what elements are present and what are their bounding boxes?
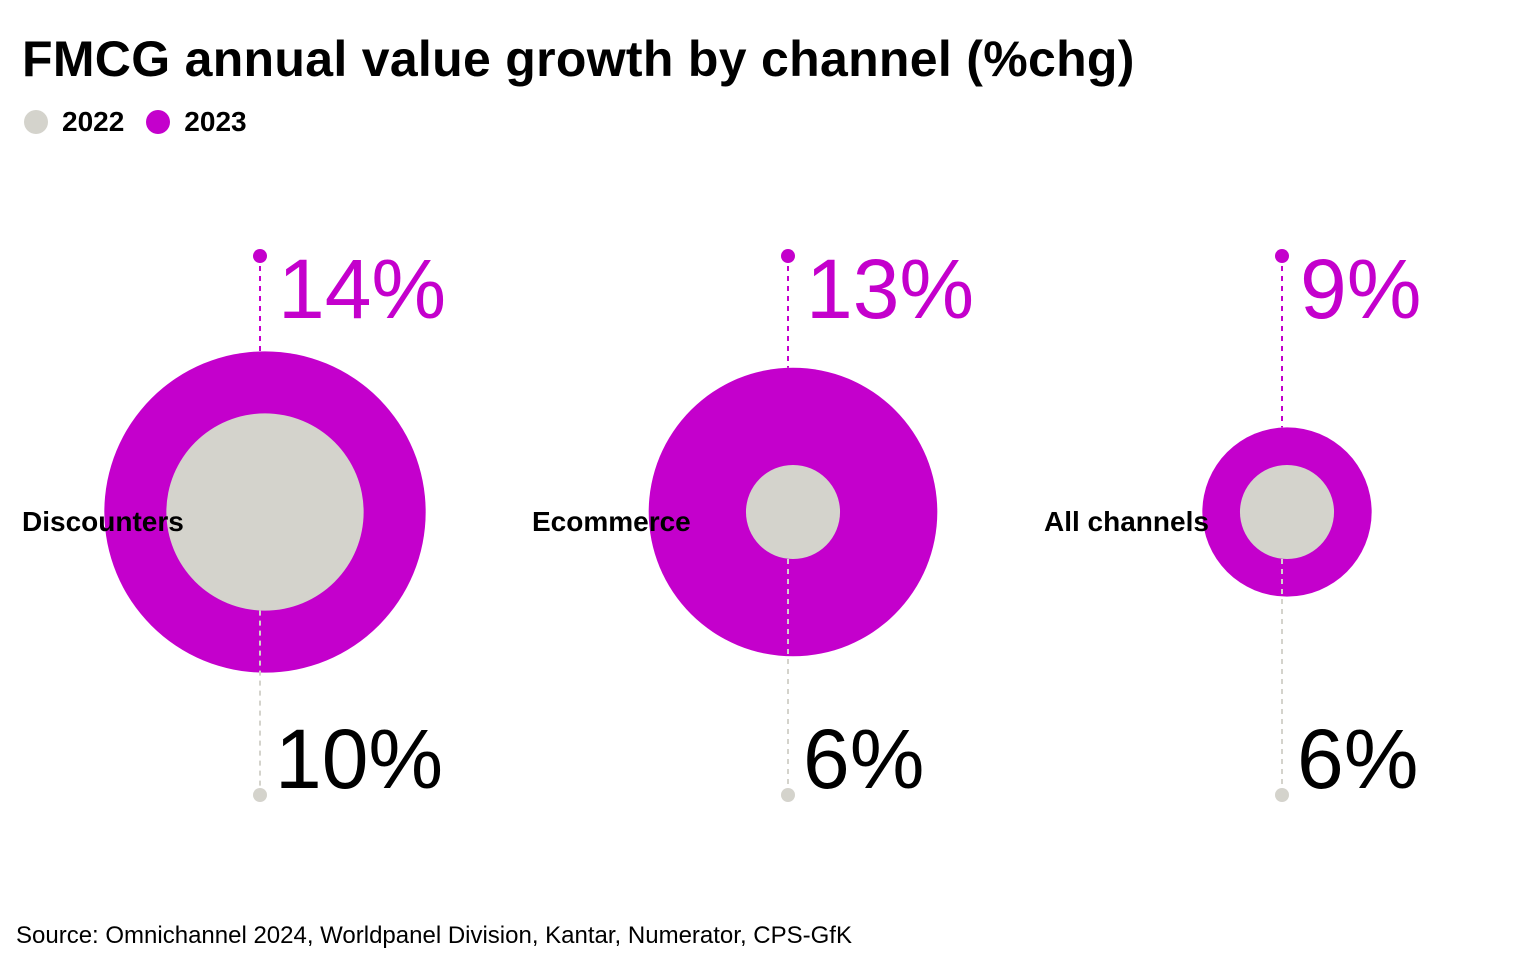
value-label-2023-ecommerce: 13% [806,242,974,336]
end-dot-2022-ecommerce [781,788,795,802]
value-label-2022-discounters: 10% [275,712,443,806]
legend: 2022 2023 [24,106,269,138]
category-label-all-channels: All channels [1044,506,1209,537]
value-label-2022-all-channels: 6% [1297,712,1418,806]
end-dot-2023-all-channels [1275,249,1289,263]
value-label-2022-ecommerce: 6% [803,712,924,806]
legend-item-2022: 2022 [24,106,124,138]
value-label-2023-all-channels: 9% [1300,242,1421,336]
end-dot-2023-ecommerce [781,249,795,263]
end-dot-2022-all-channels [1275,788,1289,802]
bubble-2022-ecommerce [745,464,841,560]
bubble-2022-all-channels [1239,464,1335,560]
source-note: Source: Omnichannel 2024, Worldpanel Div… [16,922,852,949]
legend-label-2023: 2023 [184,106,247,137]
category-label-discounters: Discounters [22,506,184,537]
end-dot-2022-discounters [253,788,267,802]
legend-item-2023: 2023 [146,106,247,138]
legend-label-2022: 2022 [62,106,125,137]
category-label-ecommerce: Ecommerce [532,506,691,537]
legend-swatch-2022 [24,110,48,134]
value-label-2023-discounters: 14% [278,242,446,336]
legend-swatch-2023 [146,110,171,134]
bubble-2022-discounters [166,413,364,611]
end-dot-2023-discounters [253,249,267,263]
chart-title: FMCG annual value growth by channel (%ch… [22,31,1135,87]
